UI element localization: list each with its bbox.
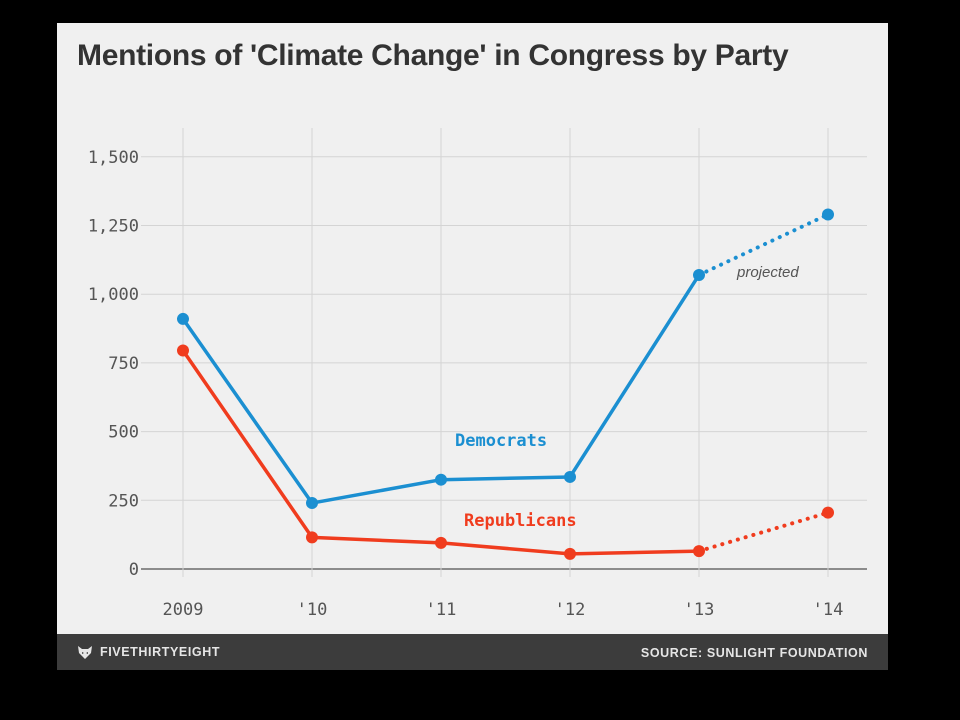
data-point-democrats <box>564 470 576 483</box>
data-point-democrats <box>306 497 318 510</box>
data-point-republicans <box>177 344 189 357</box>
data-point-republicans <box>564 547 576 560</box>
data-point-republicans <box>306 531 318 544</box>
y-tick-label: 250 <box>108 491 139 511</box>
x-tick-label: '11 <box>426 600 457 620</box>
chart-title: Mentions of 'Climate Change' in Congress… <box>77 39 789 72</box>
projected-line-republicans <box>697 510 830 554</box>
x-tick-label: '12 <box>555 600 586 620</box>
y-tick-label: 0 <box>129 560 139 580</box>
x-tick-label: '10 <box>297 600 328 620</box>
projected-annotation: projected <box>736 264 799 281</box>
y-tick-label: 750 <box>108 354 139 374</box>
fox-icon <box>78 646 92 659</box>
data-point-democrats <box>693 268 705 281</box>
y-tick-label: 500 <box>108 423 139 443</box>
data-point-democrats <box>435 473 447 486</box>
x-tick-label: 2009 <box>163 600 204 620</box>
data-point-republicans <box>693 545 705 558</box>
series-label-democrats: Democrats <box>455 431 547 451</box>
chart-card: Mentions of 'Climate Change' in Congress… <box>57 23 888 670</box>
data-point-democrats <box>177 312 189 325</box>
data-point-republicans <box>822 506 834 519</box>
brand-name: FIVETHIRTYEIGHT <box>100 645 221 659</box>
x-tick-label: '14 <box>813 600 844 620</box>
data-point-republicans <box>435 536 447 549</box>
projected-line-democrats <box>697 212 830 277</box>
data-point-democrats <box>822 208 834 221</box>
source-credit: SOURCE: SUNLIGHT FOUNDATION <box>640 646 868 660</box>
y-tick-label: 1,000 <box>88 285 139 305</box>
y-tick-label: 1,250 <box>88 217 139 237</box>
footer-bar: FIVETHIRTYEIGHT SOURCE: SUNLIGHT FOUNDAT… <box>57 634 888 670</box>
brand: FIVETHIRTYEIGHT <box>77 644 220 660</box>
line-chart: 1,500 1,250 1,000 750 500 250 0 2009 '10 '11 '12 '… <box>88 128 867 620</box>
x-tick-label: '13 <box>684 600 715 620</box>
series-label-republicans: Republicans <box>464 511 577 531</box>
y-tick-label: 1,500 <box>88 148 139 168</box>
